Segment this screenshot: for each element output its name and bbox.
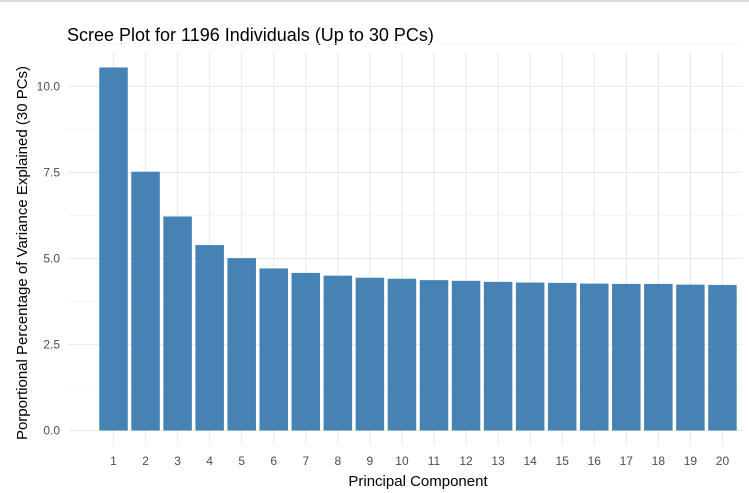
- bar-pc-6: [259, 268, 288, 431]
- y-tick-label: 2.5: [43, 337, 60, 351]
- bar-pc-20: [708, 284, 737, 431]
- bar-pc-10: [387, 278, 417, 431]
- bar-pc-12: [451, 280, 481, 431]
- bar-pc-3: [163, 216, 192, 431]
- bar-pc-17: [612, 283, 641, 431]
- y-tick-label: 7.5: [43, 165, 60, 179]
- x-tick-label: 12: [459, 454, 473, 468]
- x-tick-label: 19: [684, 454, 698, 468]
- bar-pc-7: [291, 272, 321, 431]
- x-tick-label: 3: [174, 454, 181, 468]
- x-tick-label: 1: [110, 454, 117, 468]
- bar-pc-5: [227, 258, 256, 431]
- bars: [99, 67, 737, 431]
- x-tick-label: 11: [428, 454, 441, 468]
- x-tick-label: 15: [556, 454, 570, 468]
- y-axis-title: Porportional Percentage of Variance Expl…: [14, 66, 31, 440]
- x-tick-label: 8: [335, 454, 342, 468]
- bar-pc-4: [195, 245, 224, 431]
- bar-pc-16: [580, 283, 609, 431]
- x-axis-title: Principal Component: [348, 473, 488, 490]
- bar-pc-1: [99, 67, 128, 431]
- bar-pc-18: [644, 283, 673, 431]
- x-tick-label: 16: [588, 454, 602, 468]
- x-axis-ticks: 1 2 3 4 5 6 7 8 9 10 11 12 13 14 15 16 17 18 19 20: [110, 454, 729, 468]
- x-tick-label: 6: [270, 454, 277, 468]
- x-tick-label: 2: [142, 454, 149, 468]
- x-tick-label: 20: [716, 454, 730, 468]
- y-tick-label: 0.0: [43, 424, 60, 438]
- y-tick-label: 5.0: [43, 251, 60, 265]
- bar-pc-15: [547, 282, 577, 431]
- bar-pc-14: [515, 282, 545, 431]
- top-border: [0, 0, 749, 2]
- x-tick-label: 14: [523, 454, 537, 468]
- x-tick-label: 18: [652, 454, 666, 468]
- bar-pc-13: [483, 281, 513, 431]
- y-axis-ticks: 0.0 2.5 5.0 7.5 10.0: [37, 79, 61, 437]
- bar-pc-8: [323, 275, 353, 431]
- x-tick-label: 17: [620, 454, 634, 468]
- x-tick-label: 7: [302, 454, 309, 468]
- x-tick-label: 13: [491, 454, 505, 468]
- bar-pc-19: [676, 284, 705, 431]
- chart-title: Scree Plot for 1196 Individuals (Up to 3…: [67, 25, 434, 45]
- y-tick-label: 10.0: [37, 79, 61, 93]
- x-tick-label: 4: [206, 454, 213, 468]
- bar-pc-9: [355, 277, 385, 431]
- x-tick-label: 10: [395, 454, 409, 468]
- x-tick-label: 9: [367, 454, 374, 468]
- bar-pc-11: [419, 280, 449, 431]
- x-tick-label: 5: [238, 454, 245, 468]
- bar-pc-2: [131, 171, 160, 431]
